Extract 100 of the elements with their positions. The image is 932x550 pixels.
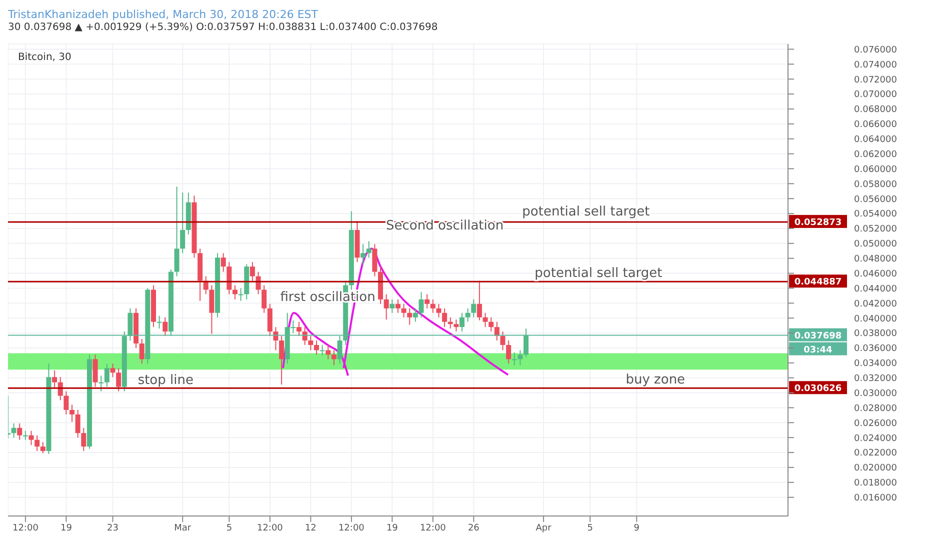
x-tick-label: 12:00 [256,523,284,534]
y-tick-label: 0.074000 [854,60,898,70]
candlestick [418,291,424,318]
candlestick [104,363,110,388]
candlestick [174,186,180,277]
text: Bitcoin, 30 [18,52,72,63]
y-tick-label: 0.026000 [854,418,898,429]
ref-line-label: 0.030626 [794,384,842,394]
y-tick-label: 0.064000 [854,135,898,146]
candlestick [401,303,406,318]
candlestick [337,336,342,364]
annotation: Second oscillation [386,218,504,234]
y-tick-label: 0.048000 [854,254,898,265]
candlestick [460,312,465,332]
candlestick [116,368,122,392]
candlestick [238,288,244,302]
candlestick [512,352,517,366]
candlestick [384,294,389,320]
candlestick [442,308,448,328]
y-tick-label: 0.060000 [854,164,898,175]
y-tick-label: 0.056000 [854,194,898,205]
candlestick [518,350,523,366]
candlestick [70,404,75,422]
candlestick [296,321,302,337]
candlestick [81,427,86,452]
y-tick-label: 0.036000 [854,344,898,354]
y-tick-label: 0.040000 [854,314,898,324]
annotation: potential sell target [534,266,662,282]
x-tick-label: 26 [468,523,480,534]
y-tick-label: 0.070000 [854,90,898,100]
x-tick-label: Mar [174,523,192,534]
candlestick [220,252,226,272]
x-tick-label: 5 [226,523,232,534]
candlestick [326,344,331,360]
x-tick-label: 19 [60,523,72,534]
candlestick [430,298,436,314]
candlestick [424,294,430,309]
candlestick [524,328,529,358]
annotation: potential sell target [522,204,650,220]
candlestick [180,192,186,254]
band-label: buy zone [626,372,686,388]
ref-line-label: 0.044887 [794,278,842,288]
y-tick-label: 0.052000 [854,224,898,235]
y-tick-label: 0.068000 [854,105,898,116]
candlestick [471,298,476,318]
candlestick [372,244,378,277]
text: 03:44 [804,345,832,356]
y-tick-label: 0.044000 [854,284,898,294]
candlestick [407,308,412,326]
y-tick-label: 0.076000 [854,45,898,56]
candlestick [11,422,16,438]
candlestick [209,284,214,334]
y-tick-label: 0.020000 [854,464,898,474]
x-tick-label: 5 [587,523,593,534]
chart-subtitle: TristanKhanizadeh published, March 30, 2018 20:26 EST [8,8,319,22]
candlestick [476,280,482,321]
candlestick [226,262,232,295]
y-tick-label: 0.072000 [854,75,898,86]
candlestick [156,315,162,330]
y-tick-label: 0.018000 [854,478,898,489]
candlestick [98,375,104,392]
y-tick-label: 0.066000 [854,120,898,130]
candlestick [162,316,168,337]
candlestick [128,308,133,341]
y-tick-label: 0.028000 [854,404,898,414]
ref-line-label: 0.052873 [794,218,842,228]
x-tick-label: 12:00 [338,523,365,534]
candlestick [331,350,336,366]
candlestick [279,336,284,386]
text: 30 0.037698 ▲ +0.001929 (+5.39%) O:0.037597 H:0.038831 L:0.037400 C:0.037698 [8,22,439,35]
candlestick [390,298,395,314]
x-tick-label: 23 [107,523,119,534]
candlestick [110,363,116,378]
x-tick-label: 12:00 [12,523,39,534]
y-tick-label: 0.034000 [854,359,898,370]
candlestick [500,331,506,351]
candlestick [482,312,488,328]
y-tick-label: 0.046000 [854,269,898,280]
ref-line-label: 0.037698 [794,331,842,342]
y-tick-label: 0.024000 [854,434,898,444]
y-tick-label: 0.016000 [854,494,898,504]
candlestick [92,354,98,388]
candlestick [506,340,512,364]
candlestick [314,340,319,356]
candlestick [412,308,418,322]
x-tick-label: Apr [536,523,552,534]
candlestick [52,370,58,389]
candlestick [262,284,267,314]
candlestick [488,316,494,332]
y-tick-label: 0.042000 [854,299,898,310]
y-tick-label: 0.058000 [854,180,898,190]
candlestick [40,442,46,454]
candlestick [366,240,372,258]
candlestick [34,434,40,452]
candlestick [17,422,22,440]
candlestick [395,298,400,314]
x-tick-label: 12 [304,523,316,534]
annotation: stop line [138,372,194,388]
candlestick [28,430,34,446]
candlestick [250,262,255,282]
